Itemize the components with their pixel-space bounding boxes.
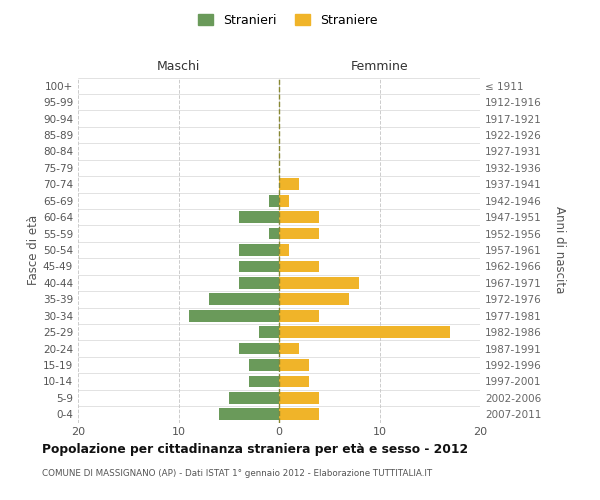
Text: Femmine: Femmine: [350, 60, 409, 74]
Bar: [229, 392, 279, 404]
Bar: [239, 211, 279, 223]
Y-axis label: Fasce di età: Fasce di età: [27, 215, 40, 285]
Bar: [279, 211, 319, 223]
Bar: [279, 376, 309, 388]
Bar: [279, 326, 450, 338]
Bar: [279, 260, 319, 272]
Y-axis label: Anni di nascita: Anni di nascita: [553, 206, 566, 294]
Bar: [209, 294, 279, 305]
Legend: Stranieri, Straniere: Stranieri, Straniere: [193, 8, 383, 32]
Bar: [239, 260, 279, 272]
Bar: [279, 408, 319, 420]
Text: Maschi: Maschi: [157, 60, 200, 74]
Bar: [279, 294, 349, 305]
Bar: [279, 178, 299, 190]
Bar: [259, 326, 279, 338]
Bar: [239, 342, 279, 354]
Bar: [239, 277, 279, 289]
Bar: [279, 310, 319, 322]
Bar: [279, 244, 289, 256]
Bar: [269, 228, 279, 239]
Bar: [249, 359, 279, 371]
Bar: [188, 310, 279, 322]
Bar: [279, 277, 359, 289]
Bar: [239, 244, 279, 256]
Bar: [279, 228, 319, 239]
Bar: [279, 342, 299, 354]
Bar: [279, 195, 289, 206]
Text: Popolazione per cittadinanza straniera per età e sesso - 2012: Popolazione per cittadinanza straniera p…: [42, 442, 468, 456]
Text: COMUNE DI MASSIGNANO (AP) - Dati ISTAT 1° gennaio 2012 - Elaborazione TUTTITALIA: COMUNE DI MASSIGNANO (AP) - Dati ISTAT 1…: [42, 469, 432, 478]
Bar: [279, 359, 309, 371]
Bar: [269, 195, 279, 206]
Bar: [249, 376, 279, 388]
Bar: [218, 408, 279, 420]
Bar: [279, 392, 319, 404]
